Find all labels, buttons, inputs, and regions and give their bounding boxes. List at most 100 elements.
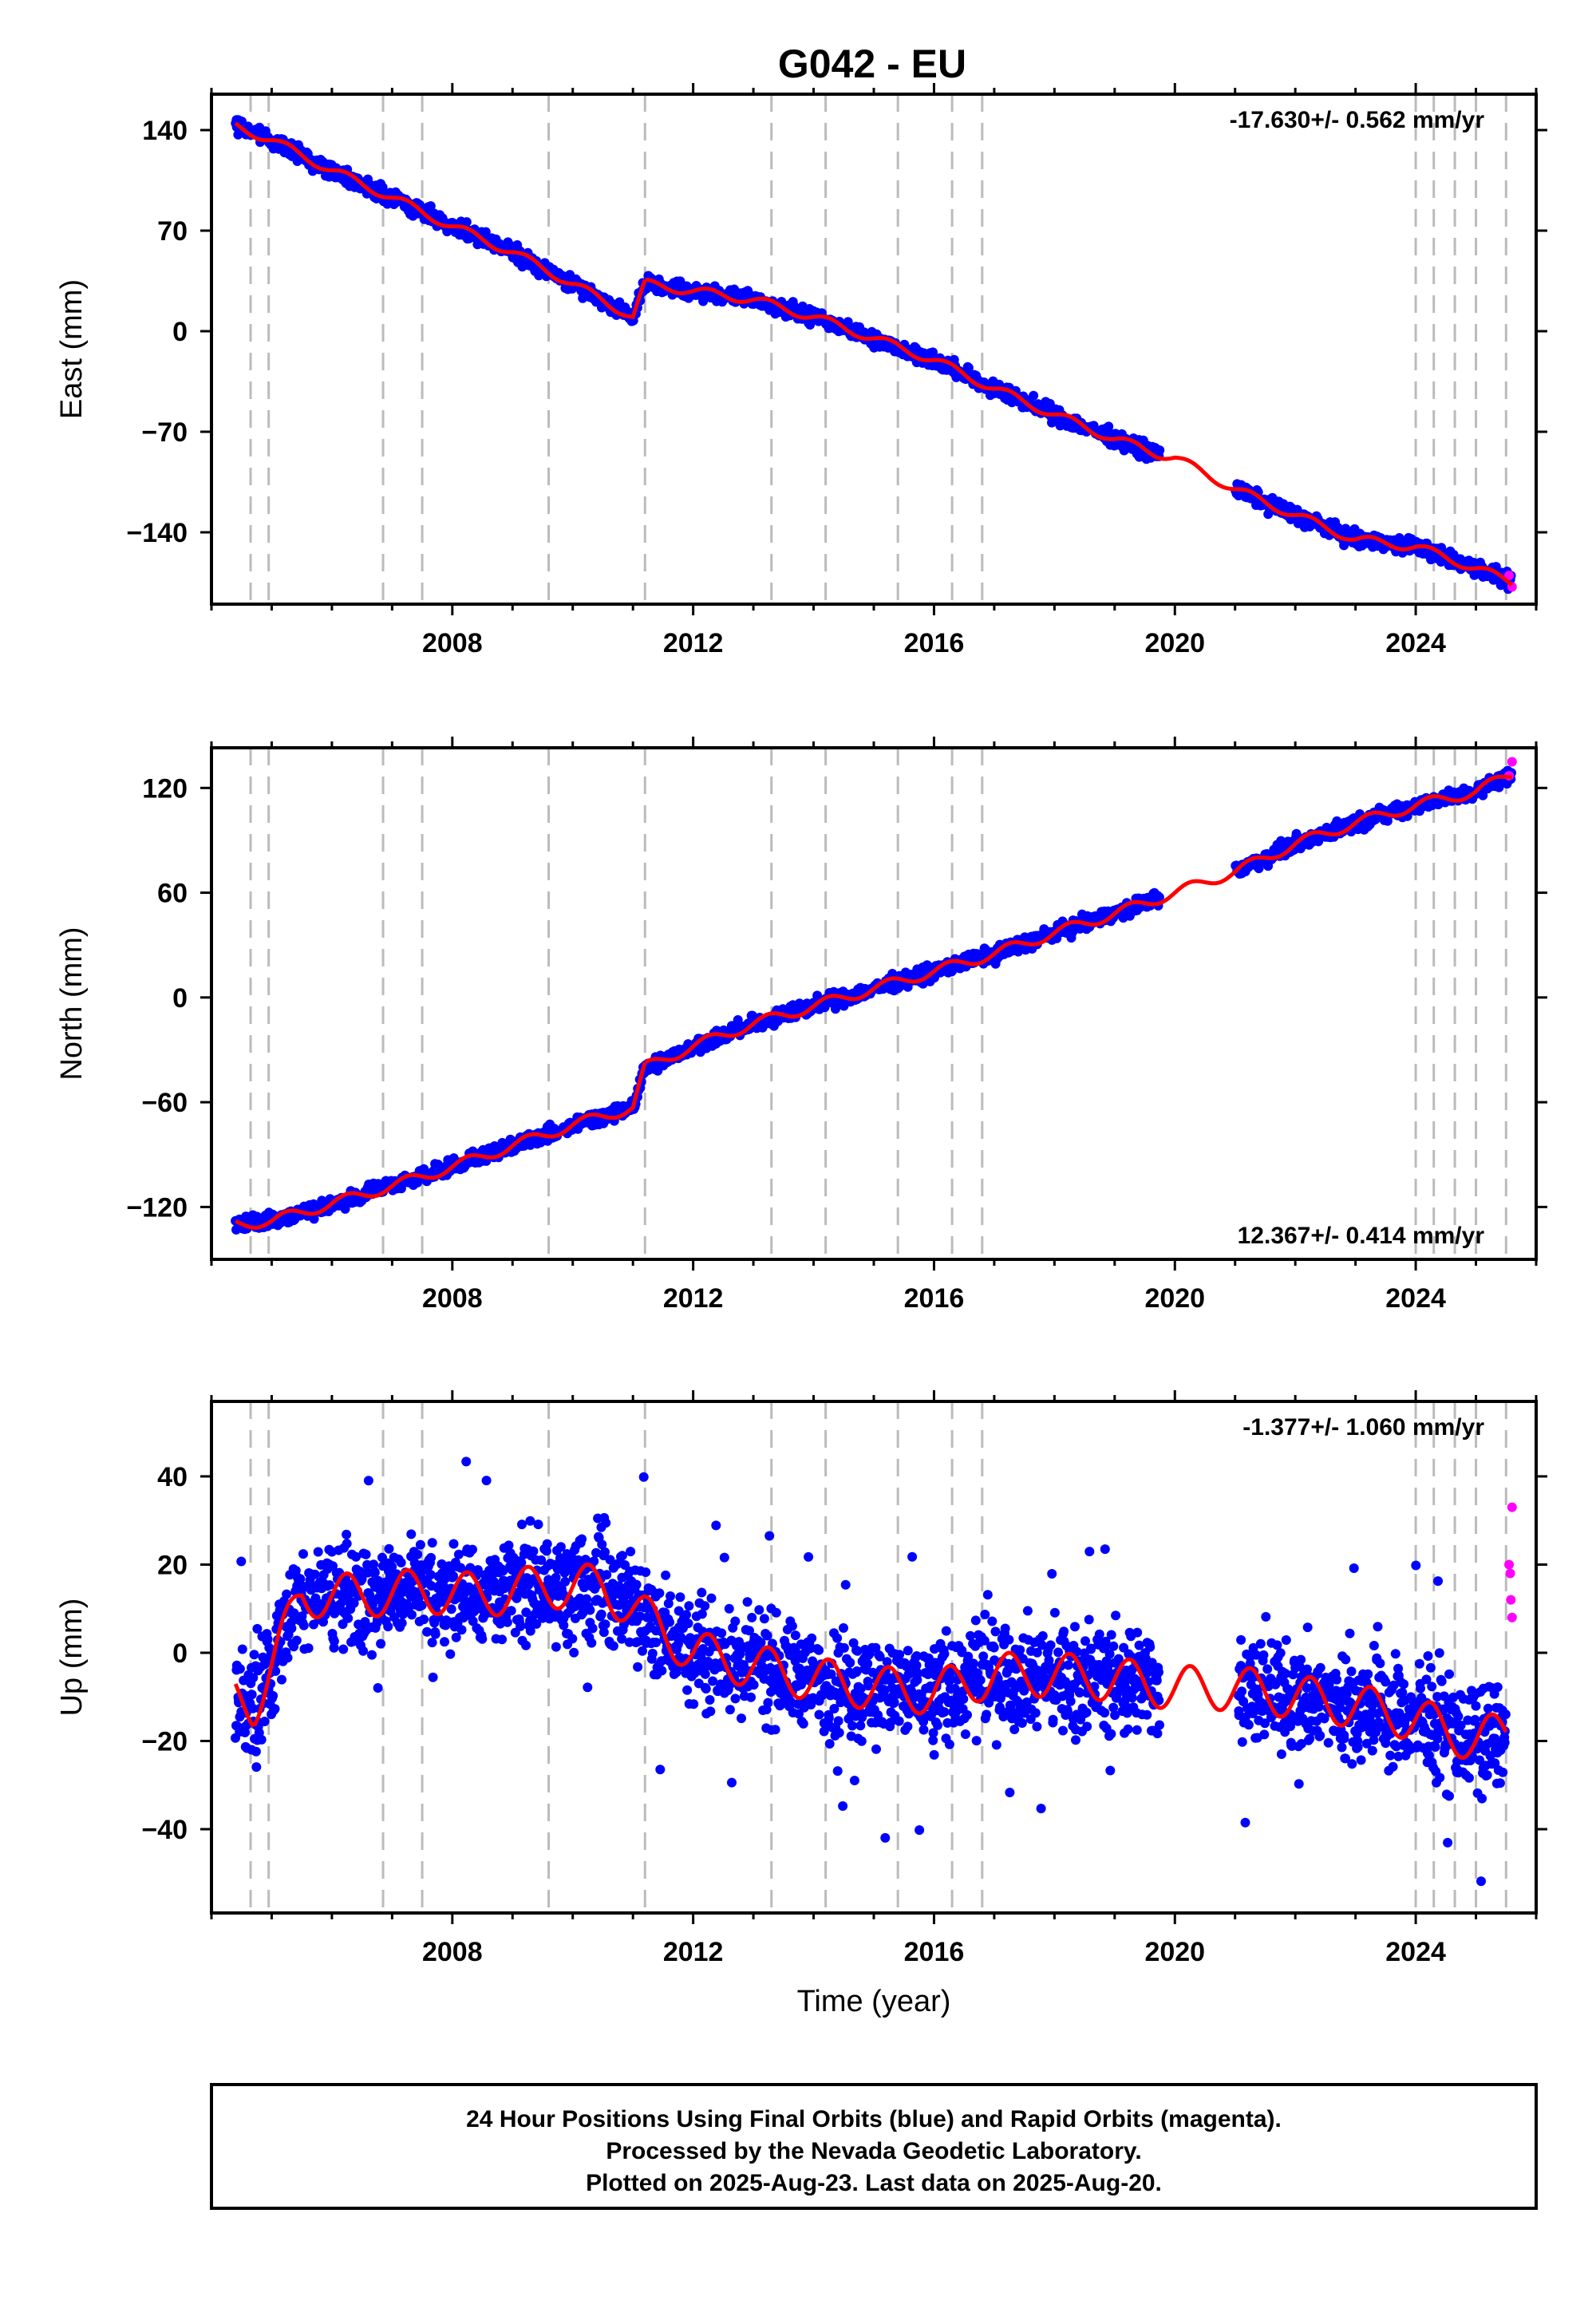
- final-orbit-point: [863, 1658, 873, 1669]
- final-orbit-point: [814, 1645, 824, 1655]
- final-orbit-point: [638, 1472, 649, 1482]
- final-orbit-point: [980, 1610, 990, 1619]
- final-orbit-point: [929, 1749, 939, 1760]
- x-tick-label: 2024: [1385, 628, 1446, 658]
- final-orbit-point: [343, 1613, 354, 1623]
- final-orbit-point: [1000, 1623, 1010, 1634]
- final-orbit-point: [268, 1690, 279, 1701]
- final-orbit-point: [477, 1634, 488, 1644]
- final-orbit-point: [989, 1642, 999, 1653]
- final-orbit-point: [516, 1621, 526, 1631]
- final-orbit-point: [834, 1728, 844, 1738]
- final-orbit-point: [542, 1539, 552, 1549]
- final-orbit-point: [907, 1551, 918, 1562]
- figure-title: G042 - EU: [778, 41, 966, 86]
- final-orbit-point: [282, 1653, 293, 1663]
- final-orbit-point: [303, 1643, 314, 1654]
- final-orbit-point: [298, 1549, 308, 1559]
- final-orbit-point: [282, 1589, 292, 1599]
- final-orbit-point: [237, 1644, 247, 1654]
- final-orbit-point: [521, 1607, 531, 1618]
- final-orbit-point: [689, 1699, 699, 1709]
- x-tick-label: 2016: [904, 628, 965, 658]
- final-orbit-point: [528, 1546, 539, 1556]
- final-orbit-point: [839, 1622, 848, 1633]
- final-orbit-point: [666, 1591, 675, 1601]
- final-orbit-point: [235, 1664, 245, 1674]
- final-orbit-point: [428, 1672, 438, 1682]
- final-orbit-point: [415, 1539, 425, 1550]
- final-orbit-point: [369, 1567, 380, 1578]
- final-orbit-point: [251, 1746, 261, 1757]
- final-orbit-point: [856, 1736, 867, 1746]
- final-orbit-point: [730, 1694, 741, 1704]
- final-orbit-point: [397, 1618, 407, 1628]
- final-orbit-point: [855, 1721, 866, 1731]
- final-orbit-point: [724, 1603, 734, 1614]
- final-orbit-point: [849, 1776, 859, 1785]
- final-orbit-point: [236, 1556, 247, 1567]
- final-orbit-point: [982, 1709, 992, 1720]
- final-orbit-point: [631, 1579, 642, 1590]
- final-orbit-point: [585, 1605, 595, 1615]
- final-orbit-point: [440, 1637, 449, 1647]
- final-orbit-point: [481, 1476, 492, 1486]
- final-orbit-point: [342, 1539, 352, 1549]
- rapid-orbit-point: [1507, 757, 1517, 767]
- final-orbit-point: [601, 1518, 611, 1528]
- final-orbit-point: [396, 1558, 406, 1567]
- x-tick-label: 2008: [422, 628, 483, 658]
- final-orbit-point: [717, 1628, 727, 1638]
- final-orbit-point: [286, 1623, 297, 1634]
- final-orbit-point: [749, 1680, 759, 1690]
- y-tick-label: 140: [142, 116, 188, 146]
- final-orbit-point: [838, 1801, 848, 1811]
- final-orbit-point: [982, 1590, 993, 1600]
- final-orbit-point: [665, 1617, 674, 1627]
- final-orbit-point: [277, 1674, 286, 1685]
- final-orbit-point: [445, 1649, 456, 1659]
- final-orbit-point: [701, 1684, 711, 1694]
- x-tick-label: 2012: [663, 1283, 724, 1314]
- final-orbit-point: [600, 1619, 610, 1630]
- final-orbit-point: [719, 1552, 729, 1563]
- final-orbit-point: [427, 1538, 437, 1548]
- final-orbit-point: [310, 1569, 320, 1579]
- final-orbit-point: [363, 1476, 373, 1486]
- final-orbit-point: [682, 1685, 693, 1695]
- x-tick-label: 2012: [663, 628, 724, 658]
- final-orbit-point: [259, 1717, 270, 1726]
- final-orbit-point: [506, 1606, 516, 1616]
- final-orbit-point: [847, 1721, 857, 1731]
- final-orbit-point: [871, 1744, 881, 1754]
- final-orbit-points: [231, 765, 1516, 1235]
- final-orbit-point: [661, 1570, 671, 1580]
- final-orbit-point: [602, 1570, 612, 1580]
- final-orbit-point: [608, 1641, 618, 1651]
- final-orbit-point: [1155, 445, 1165, 456]
- final-orbit-point: [256, 1734, 267, 1745]
- final-orbit-point: [727, 1777, 737, 1788]
- final-orbit-point: [971, 1736, 982, 1746]
- final-orbit-point: [468, 1544, 477, 1555]
- final-orbit-point: [1104, 421, 1114, 432]
- final-orbit-point: [560, 1576, 571, 1587]
- final-orbit-point: [598, 1627, 609, 1638]
- final-orbit-point: [681, 1610, 691, 1620]
- final-orbit-point: [840, 1579, 851, 1590]
- final-orbit-point: [502, 1617, 512, 1627]
- final-orbit-point: [798, 1718, 808, 1729]
- final-orbit-point: [933, 1720, 942, 1730]
- final-orbit-point: [426, 1552, 437, 1563]
- final-orbit-point: [832, 1766, 843, 1777]
- final-orbit-point: [407, 1610, 417, 1620]
- final-orbit-point: [754, 1605, 764, 1615]
- final-orbit-point: [373, 1683, 383, 1693]
- final-orbit-point: [824, 1739, 835, 1749]
- final-orbit-point: [700, 1601, 710, 1611]
- final-orbit-point: [626, 1547, 636, 1557]
- final-orbit-point: [361, 1549, 371, 1559]
- final-orbit-point: [832, 1633, 843, 1643]
- y-tick-label: 60: [157, 879, 188, 909]
- final-orbit-point: [675, 1592, 685, 1603]
